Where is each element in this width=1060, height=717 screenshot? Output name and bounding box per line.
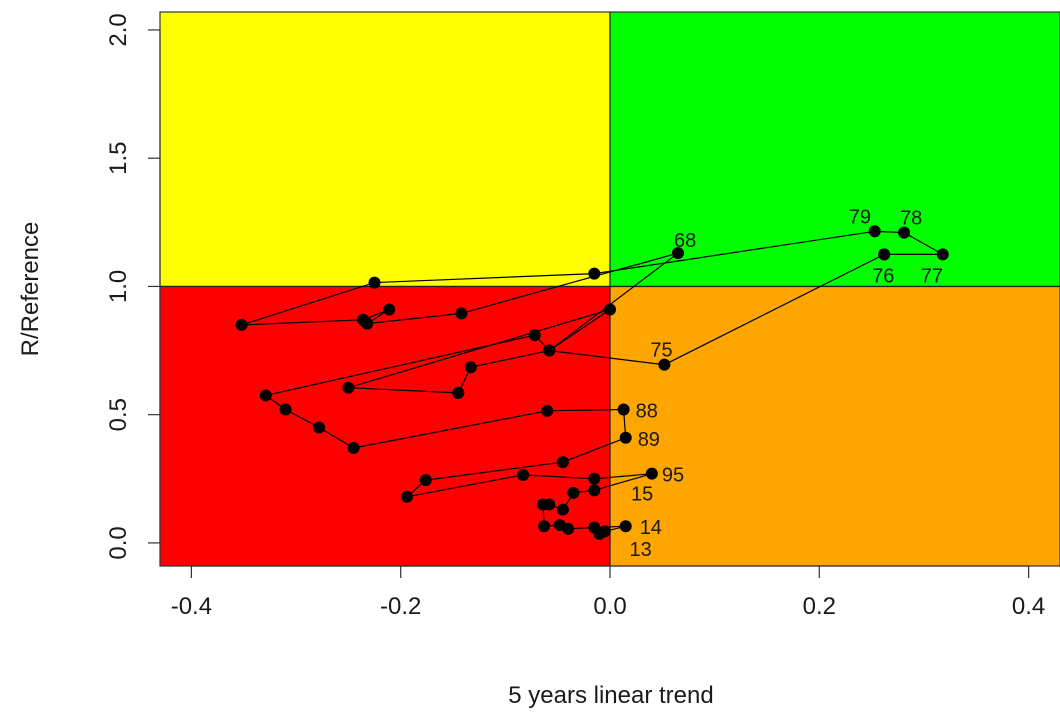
y-tick-label: 0.5 — [105, 398, 132, 431]
y-axis-title: R/Reference — [17, 222, 44, 357]
data-point — [537, 498, 550, 511]
data-point — [543, 344, 556, 357]
data-point — [567, 486, 580, 499]
quadrant-top-right — [610, 12, 1060, 287]
data-point — [878, 248, 891, 261]
data-point — [593, 527, 606, 540]
data-point — [528, 329, 541, 342]
data-point — [517, 468, 530, 481]
x-tick-label: -0.4 — [171, 593, 212, 620]
point-label: 78 — [900, 208, 922, 230]
data-point — [588, 484, 601, 497]
data-point — [464, 361, 477, 374]
y-tick-label: 0.0 — [105, 526, 132, 559]
point-label: 77 — [921, 265, 943, 287]
point-label: 15 — [631, 483, 653, 505]
data-point — [898, 226, 911, 239]
y-tick-label: 1.0 — [105, 270, 132, 303]
data-point — [556, 503, 569, 516]
data-point — [672, 247, 685, 260]
x-axis: -0.4 -0.2 0.0 0.2 0.4 — [171, 565, 1045, 620]
data-point — [279, 403, 292, 416]
data-point — [452, 386, 465, 399]
data-points — [235, 225, 949, 540]
data-point — [645, 467, 658, 480]
point-label: 14 — [640, 517, 662, 539]
data-point — [313, 421, 326, 434]
quadrant-bottom-right — [610, 286, 1060, 566]
data-point — [556, 456, 569, 469]
reference-lines — [160, 12, 1060, 566]
quadrants — [160, 12, 1060, 566]
x-tick-label: 0.2 — [803, 593, 836, 620]
data-point — [588, 472, 601, 485]
data-point — [541, 404, 554, 417]
point-label: 79 — [849, 206, 871, 228]
data-point — [419, 474, 432, 487]
x-tick-label: 0.0 — [593, 593, 626, 620]
data-point — [368, 276, 381, 289]
data-point — [619, 520, 632, 533]
x-axis-title: 5 years linear trend — [508, 682, 713, 709]
x-tick-label: 0.4 — [1012, 593, 1045, 620]
point-label: 13 — [630, 539, 652, 561]
data-point — [617, 403, 630, 416]
y-tick-label: 1.5 — [105, 142, 132, 175]
data-point — [604, 303, 616, 316]
point-label: 76 — [872, 265, 894, 287]
point-label: 68 — [674, 230, 696, 252]
data-point — [400, 490, 413, 503]
data-point — [868, 225, 881, 238]
data-point — [619, 431, 632, 444]
data-point — [259, 389, 272, 402]
data-point — [588, 267, 601, 280]
y-tick-label: 2.0 — [105, 13, 132, 46]
data-point — [538, 520, 551, 533]
point-label: 75 — [650, 340, 672, 362]
point-label: 88 — [636, 401, 658, 423]
data-point — [562, 522, 575, 535]
data-point — [361, 317, 374, 330]
data-point — [658, 358, 671, 371]
x-tick-label: -0.2 — [380, 593, 421, 620]
data-point — [342, 381, 355, 394]
data-point — [936, 248, 949, 261]
data-point — [455, 307, 468, 320]
point-label: 89 — [638, 429, 660, 451]
data-point — [383, 303, 396, 316]
y-axis: 0.0 0.5 1.0 1.5 2.0 — [105, 13, 161, 560]
quadrant-top-left — [160, 12, 610, 287]
point-label: 95 — [662, 465, 684, 487]
data-point — [235, 318, 248, 331]
data-point — [347, 442, 360, 455]
